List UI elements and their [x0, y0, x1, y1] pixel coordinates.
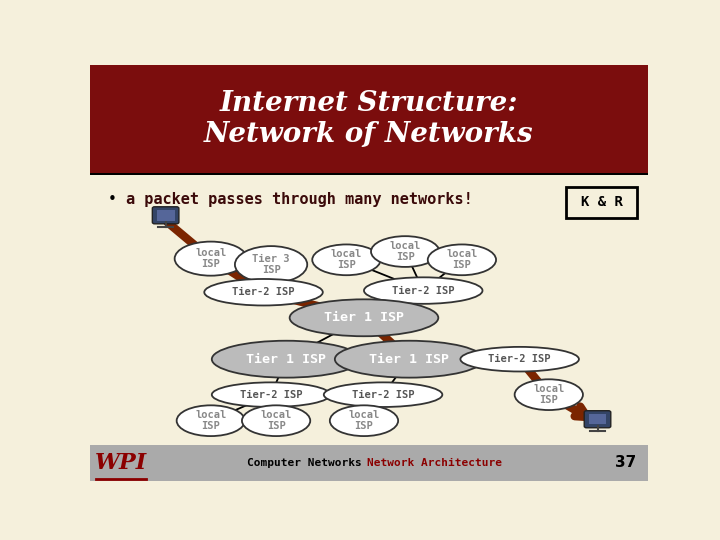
Ellipse shape: [312, 245, 381, 275]
Ellipse shape: [371, 236, 439, 267]
Bar: [90, 446, 648, 481]
Text: local
ISP: local ISP: [348, 410, 379, 431]
Ellipse shape: [212, 382, 330, 407]
Bar: [90, 65, 648, 173]
Ellipse shape: [235, 246, 307, 283]
Text: Tier 3
ISP: Tier 3 ISP: [252, 254, 290, 275]
Text: K & R: K & R: [581, 195, 623, 210]
FancyBboxPatch shape: [153, 207, 179, 224]
Ellipse shape: [176, 406, 245, 436]
Text: Tier-2 ISP: Tier-2 ISP: [392, 286, 454, 295]
Text: Tier 1 ISP: Tier 1 ISP: [369, 353, 449, 366]
Ellipse shape: [212, 341, 361, 377]
Text: 37: 37: [615, 455, 636, 470]
FancyBboxPatch shape: [588, 414, 606, 424]
FancyBboxPatch shape: [584, 411, 611, 428]
Text: local
ISP: local ISP: [261, 410, 292, 431]
Text: Tier-2 ISP: Tier-2 ISP: [488, 354, 551, 364]
Text: Tier 1 ISP: Tier 1 ISP: [324, 311, 404, 325]
Ellipse shape: [330, 406, 398, 436]
Ellipse shape: [364, 278, 482, 304]
Bar: [90, 173, 648, 176]
Ellipse shape: [289, 299, 438, 336]
Text: Tier-2 ISP: Tier-2 ISP: [240, 390, 302, 400]
Text: •: •: [108, 192, 117, 207]
Ellipse shape: [335, 341, 484, 377]
Ellipse shape: [515, 379, 583, 410]
Text: local
ISP: local ISP: [195, 248, 226, 269]
Ellipse shape: [460, 347, 579, 372]
Text: a packet passes through many networks!: a packet passes through many networks!: [126, 192, 473, 207]
Ellipse shape: [204, 279, 323, 306]
Text: local
ISP: local ISP: [195, 410, 226, 431]
Text: local
ISP: local ISP: [390, 241, 420, 262]
Ellipse shape: [175, 241, 247, 276]
Text: Tier 1 ISP: Tier 1 ISP: [246, 353, 326, 366]
Text: Computer Networks: Computer Networks: [248, 458, 362, 468]
Ellipse shape: [242, 406, 310, 436]
Ellipse shape: [324, 382, 442, 407]
Text: local
ISP: local ISP: [446, 249, 477, 271]
Text: Network of Networks: Network of Networks: [204, 121, 534, 148]
Text: local
ISP: local ISP: [330, 249, 362, 271]
Text: Tier-2 ISP: Tier-2 ISP: [352, 390, 414, 400]
Text: WPI: WPI: [94, 452, 147, 474]
Text: local
ISP: local ISP: [534, 384, 564, 406]
Text: Tier-2 ISP: Tier-2 ISP: [233, 287, 294, 297]
Text: Network Architecture: Network Architecture: [367, 458, 503, 468]
Ellipse shape: [428, 245, 496, 275]
FancyBboxPatch shape: [566, 187, 637, 218]
FancyBboxPatch shape: [157, 210, 174, 220]
Text: Internet Structure:: Internet Structure:: [220, 90, 518, 117]
